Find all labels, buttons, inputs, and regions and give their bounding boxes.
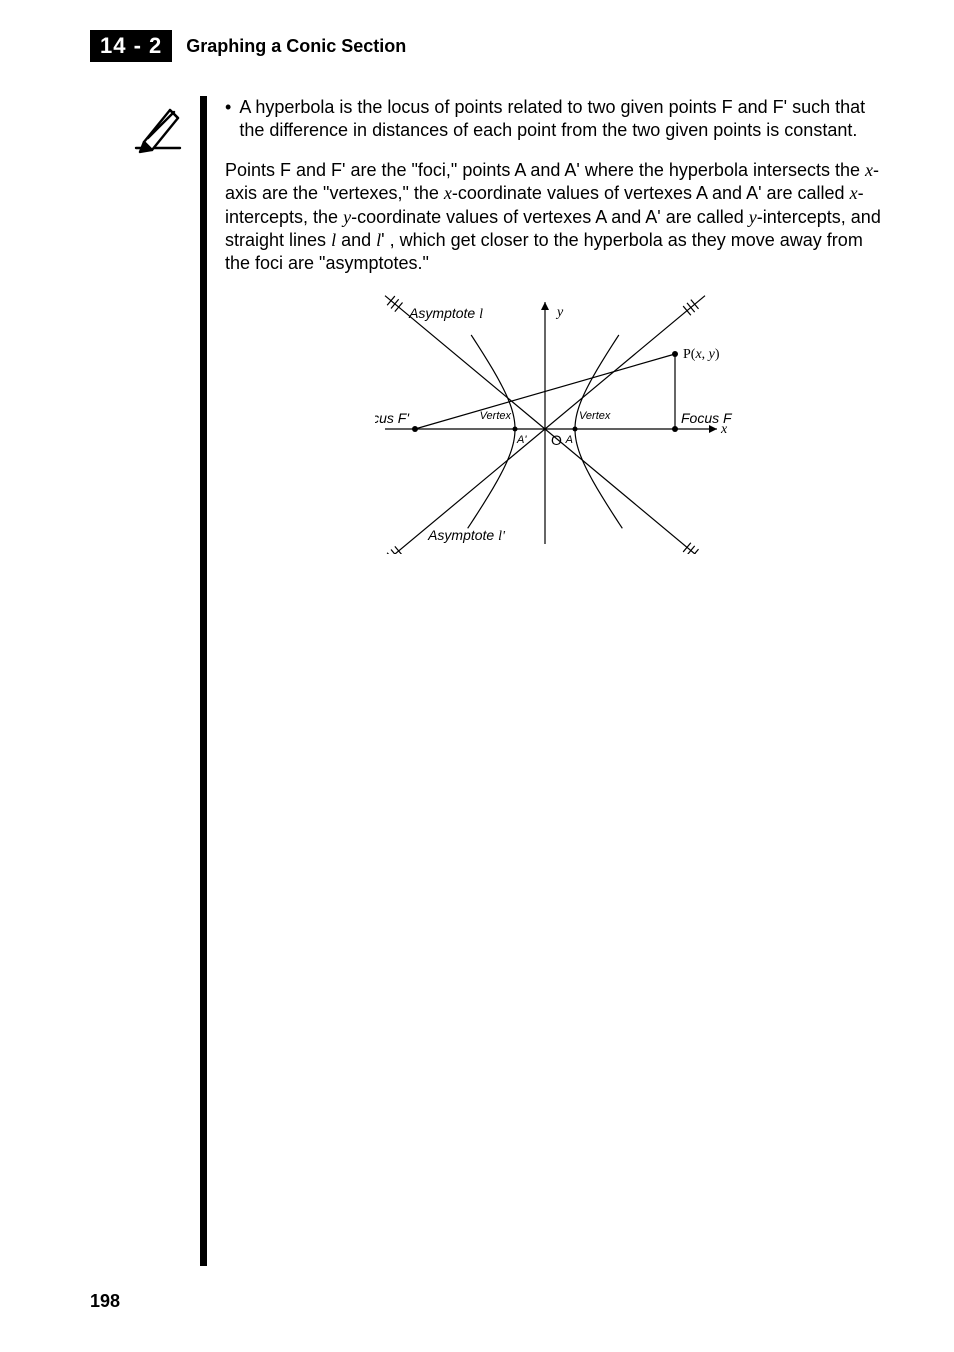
svg-text:Asymptote l': Asymptote l'	[427, 527, 506, 544]
svg-text:y: y	[555, 305, 564, 320]
page-header: 14 - 2 Graphing a Conic Section	[90, 30, 884, 62]
svg-text:A: A	[564, 434, 572, 446]
hyperbola-diagram: yxOAsymptote lAsymptote l'Focus F'Focus …	[225, 294, 884, 560]
body-row: • A hyperbola is the locus of points rel…	[90, 96, 884, 1266]
bullet-text: A hyperbola is the locus of points relat…	[239, 96, 884, 143]
vertical-rule	[200, 96, 207, 1266]
svg-text:Vertex: Vertex	[479, 410, 511, 422]
page-number: 198	[90, 1291, 120, 1312]
svg-text:Asymptote l: Asymptote l	[408, 305, 483, 322]
bullet-paragraph: • A hyperbola is the locus of points rel…	[225, 96, 884, 143]
svg-text:Vertex: Vertex	[579, 410, 611, 422]
svg-text:P(x, y): P(x, y)	[683, 347, 720, 362]
section-title: Graphing a Conic Section	[186, 36, 406, 57]
svg-text:Focus F': Focus F'	[375, 410, 410, 426]
explanatory-paragraph: Points F and F' are the "foci," points A…	[225, 159, 884, 276]
svg-text:O: O	[551, 432, 562, 448]
pencil-icon	[130, 98, 186, 159]
bullet-marker: •	[225, 96, 231, 143]
svg-text:Focus F: Focus F	[681, 410, 733, 426]
margin-column	[90, 96, 200, 159]
content-column: • A hyperbola is the locus of points rel…	[207, 96, 884, 560]
svg-text:A': A'	[516, 434, 527, 446]
section-badge: 14 - 2	[90, 30, 172, 62]
page: 14 - 2 Graphing a Conic Section	[0, 0, 954, 1352]
